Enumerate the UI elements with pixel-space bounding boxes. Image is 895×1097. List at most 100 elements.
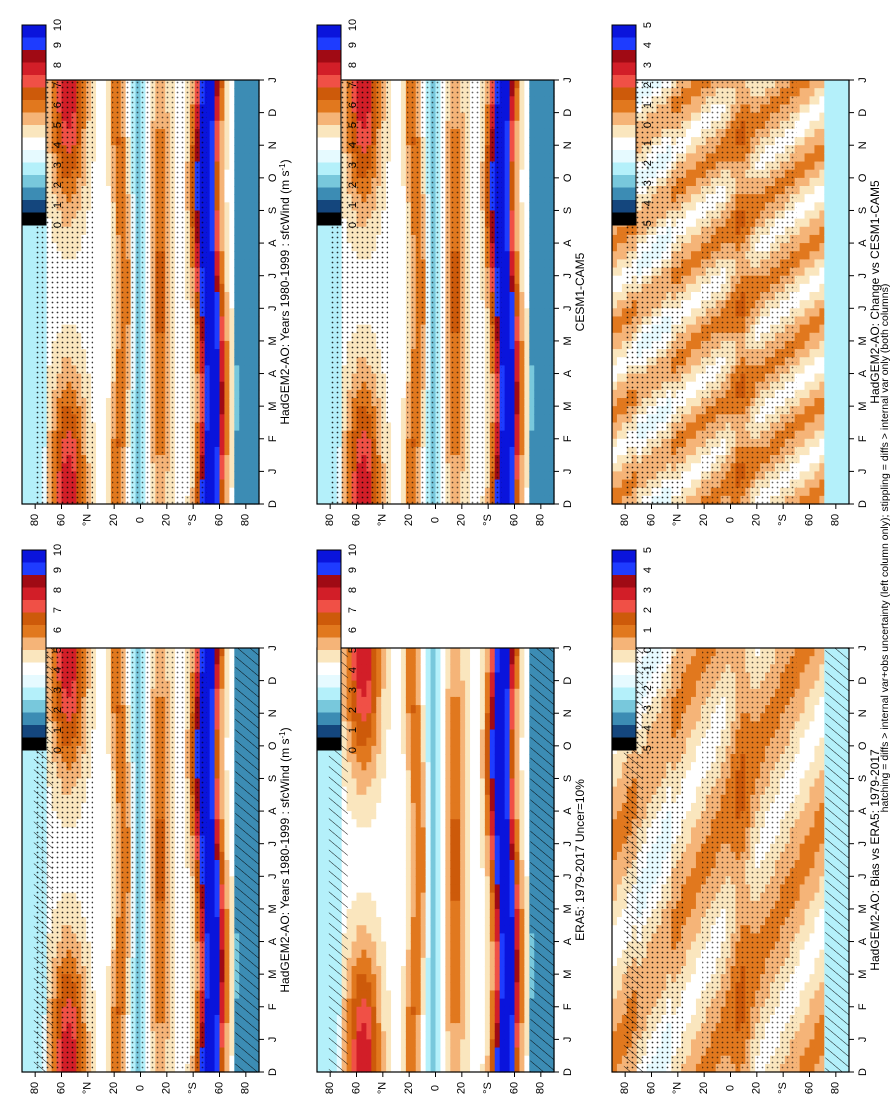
heatmap-cell [101, 680, 107, 690]
heatmap-cell [96, 860, 102, 869]
heatmap-cell [494, 721, 501, 731]
heatmap-cell [351, 778, 358, 788]
heatmap-cell [105, 762, 112, 771]
heatmap-cell [101, 860, 107, 869]
heatmap-cell [214, 851, 221, 861]
heatmap-cell [91, 860, 97, 869]
heatmap-cell [91, 778, 97, 788]
heatmap-cell [321, 827, 328, 837]
heatmap-cell [105, 860, 112, 869]
heatmap-cell [489, 745, 496, 755]
heatmap-cell [415, 949, 422, 959]
heatmap-cell [381, 1063, 387, 1073]
heatmap-cell [514, 966, 521, 975]
heatmap-cell [514, 957, 521, 967]
heatmap-cell [381, 680, 387, 690]
heatmap-cell [351, 713, 358, 722]
heatmap-cell [376, 851, 382, 861]
heatmap-cell [425, 656, 432, 665]
heatmap-cell [494, 1063, 501, 1073]
heatmap-cell [105, 982, 112, 992]
heatmap-cell [105, 884, 112, 894]
heatmap-cell [489, 868, 496, 877]
heatmap-cell [26, 851, 33, 861]
heatmap-cell [321, 1006, 328, 1016]
heatmap-cell [381, 802, 387, 812]
heatmap-cell [465, 998, 471, 1008]
heatmap-cell [489, 794, 496, 804]
heatmap-cell [351, 868, 358, 877]
heatmap-cell [391, 1039, 397, 1049]
heatmap-cell [450, 737, 456, 747]
heatmap-cell [440, 648, 446, 657]
heatmap-cell [445, 762, 451, 771]
heatmap-cell [396, 762, 402, 771]
heatmap-cell [321, 851, 328, 861]
heatmap-cell [470, 998, 476, 1008]
heatmap-cell [219, 688, 226, 698]
heatmap-cell [224, 811, 230, 820]
heatmap-cell [484, 664, 491, 674]
heatmap-cell [351, 705, 358, 714]
heatmap-cell [519, 794, 525, 804]
heatmap-cell [366, 819, 372, 828]
heatmap-cell [484, 762, 491, 771]
heatmap-cell [209, 745, 216, 755]
heatmap-cell [396, 696, 402, 706]
heatmap-cell [430, 770, 437, 780]
heatmap-cell [317, 778, 323, 788]
heatmap-cell [465, 860, 471, 869]
heatmap-cell [381, 705, 387, 714]
heatmap-cell [101, 1047, 107, 1057]
heatmap-cell [22, 1023, 28, 1032]
heatmap-cell [504, 811, 511, 820]
heatmap-cell [420, 933, 427, 943]
heatmap-cell [396, 729, 402, 739]
heatmap-cell [475, 835, 481, 845]
heatmap-cell [445, 737, 451, 747]
heatmap-cell [105, 713, 112, 722]
heatmap-cell [475, 705, 481, 714]
heatmap-cell [504, 688, 511, 698]
heatmap-cell [499, 688, 506, 698]
heatmap-cell [224, 868, 230, 877]
heatmap-cell [425, 982, 432, 992]
heatmap-cell [229, 1031, 235, 1040]
heatmap-cell [470, 900, 476, 910]
heatmap-cell [410, 713, 417, 722]
heatmap-cell [356, 998, 363, 1008]
heatmap-cell [494, 656, 501, 665]
heatmap-cell [351, 892, 358, 902]
heatmap-cell [219, 908, 226, 918]
heatmap-cell [415, 1063, 422, 1073]
heatmap-cell [420, 827, 427, 837]
heatmap-cell [321, 811, 328, 820]
heatmap-cell [509, 941, 516, 951]
heatmap-cell [519, 1014, 525, 1024]
heatmap-cell [376, 1014, 382, 1024]
heatmap-cell [524, 851, 530, 861]
heatmap-cell [460, 949, 466, 959]
heatmap-cell [351, 754, 358, 763]
heatmap-cell [514, 721, 521, 731]
heatmap-cell [415, 754, 422, 763]
heatmap-cell [420, 835, 427, 845]
heatmap-cell [96, 990, 102, 1000]
heatmap-cell [366, 990, 372, 1000]
heatmap-cell [499, 713, 506, 722]
heatmap-cell [425, 1006, 432, 1016]
colorbar-segment [22, 675, 46, 688]
heatmap-cell [26, 827, 33, 837]
heatmap-cell [346, 1006, 353, 1016]
heatmap-cell [91, 664, 97, 674]
heatmap-cell [499, 908, 506, 918]
heatmap-cell [346, 713, 353, 722]
heatmap-cell [514, 1039, 521, 1049]
heatmap-cell [209, 1055, 216, 1065]
heatmap-cell [519, 737, 525, 747]
heatmap-cell [101, 925, 107, 934]
heatmap-cell [455, 713, 461, 722]
heatmap-cell [415, 851, 422, 861]
heatmap-cell [519, 688, 525, 698]
heatmap-cell [420, 762, 427, 771]
